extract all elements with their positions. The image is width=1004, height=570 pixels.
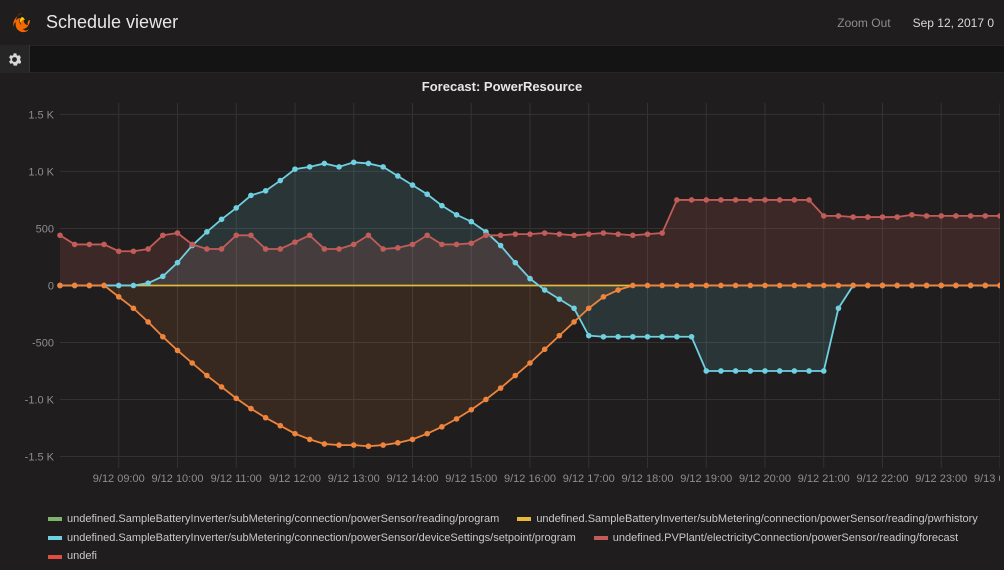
svg-text:-1.5 K: -1.5 K bbox=[25, 452, 55, 464]
legend-item[interactable]: undefined.SampleBatteryInverter/subMeter… bbox=[48, 529, 576, 548]
gear-icon bbox=[8, 53, 21, 66]
svg-text:1.0 K: 1.0 K bbox=[28, 166, 54, 178]
legend-swatch bbox=[48, 555, 62, 559]
svg-text:9/12 16:00: 9/12 16:00 bbox=[504, 473, 556, 485]
dashboard-title[interactable]: Schedule viewer bbox=[46, 12, 178, 33]
legend-label: undefined.SampleBatteryInverter/subMeter… bbox=[67, 529, 576, 548]
svg-text:-500: -500 bbox=[32, 337, 54, 349]
svg-text:9/12 13:00: 9/12 13:00 bbox=[328, 473, 380, 485]
legend-label: undefined.SampleBatteryInverter/subMeter… bbox=[67, 510, 499, 529]
svg-text:9/12 11:00: 9/12 11:00 bbox=[211, 473, 262, 485]
grafana-logo-icon[interactable] bbox=[10, 10, 36, 36]
svg-text:9/12 09:00: 9/12 09:00 bbox=[93, 473, 145, 485]
legend-label: undefined.SampleBatteryInverter/subMeter… bbox=[536, 510, 977, 529]
legend-label: undefi bbox=[67, 547, 97, 566]
svg-text:1.5 K: 1.5 K bbox=[28, 109, 54, 121]
svg-text:9/12 19:00: 9/12 19:00 bbox=[680, 473, 732, 485]
chart-legend: undefined.SampleBatteryInverter/subMeter… bbox=[48, 510, 998, 566]
svg-text:9/12 20:00: 9/12 20:00 bbox=[739, 473, 791, 485]
row-settings-button[interactable] bbox=[0, 45, 30, 73]
legend-label: undefined.PVPlant/electricityConnection/… bbox=[613, 529, 958, 548]
svg-text:9/12 22:00: 9/12 22:00 bbox=[857, 473, 909, 485]
svg-text:9/12 14:00: 9/12 14:00 bbox=[387, 473, 439, 485]
legend-swatch bbox=[594, 536, 608, 540]
topbar: Schedule viewer Zoom Out Sep 12, 2017 0 bbox=[0, 0, 1004, 45]
legend-swatch bbox=[48, 536, 62, 540]
svg-text:9/12 15:00: 9/12 15:00 bbox=[445, 473, 497, 485]
timeseries-chart[interactable]: -1.5 K -1.0 K -500 0 500 1.0 K 1.5 K 9/12 09:00… bbox=[12, 97, 1000, 506]
legend-item[interactable]: undefined.SampleBatteryInverter/subMeter… bbox=[48, 510, 499, 529]
svg-text:9/13 00:00: 9/13 00:00 bbox=[974, 473, 1000, 485]
chart-panel: Forecast: PowerResource -1.5 K -1.0 K -500… bbox=[0, 73, 1004, 570]
svg-text:9/12 18:00: 9/12 18:00 bbox=[622, 473, 674, 485]
svg-text:-1.0 K: -1.0 K bbox=[25, 394, 55, 406]
legend-item[interactable]: undefi bbox=[48, 547, 97, 566]
svg-text:9/12 23:00: 9/12 23:00 bbox=[915, 473, 967, 485]
row-toolbar bbox=[0, 45, 1004, 73]
legend-swatch bbox=[48, 517, 62, 521]
svg-text:9/12 12:00: 9/12 12:00 bbox=[269, 473, 321, 485]
legend-item[interactable]: undefined.PVPlant/electricityConnection/… bbox=[594, 529, 958, 548]
legend-swatch bbox=[517, 517, 531, 521]
svg-text:9/12 10:00: 9/12 10:00 bbox=[152, 473, 204, 485]
svg-text:9/12 17:00: 9/12 17:00 bbox=[563, 473, 615, 485]
panel-title[interactable]: Forecast: PowerResource bbox=[0, 73, 1004, 94]
svg-text:0: 0 bbox=[48, 280, 54, 292]
svg-text:9/12 21:00: 9/12 21:00 bbox=[798, 473, 850, 485]
svg-text:500: 500 bbox=[36, 223, 54, 235]
time-range-picker[interactable]: Sep 12, 2017 0 bbox=[913, 16, 994, 30]
legend-item[interactable]: undefined.SampleBatteryInverter/subMeter… bbox=[517, 510, 977, 529]
chart-area[interactable]: -1.5 K -1.0 K -500 0 500 1.0 K 1.5 K 9/12 09:00… bbox=[12, 97, 1000, 506]
zoom-out-button[interactable]: Zoom Out bbox=[837, 16, 890, 30]
